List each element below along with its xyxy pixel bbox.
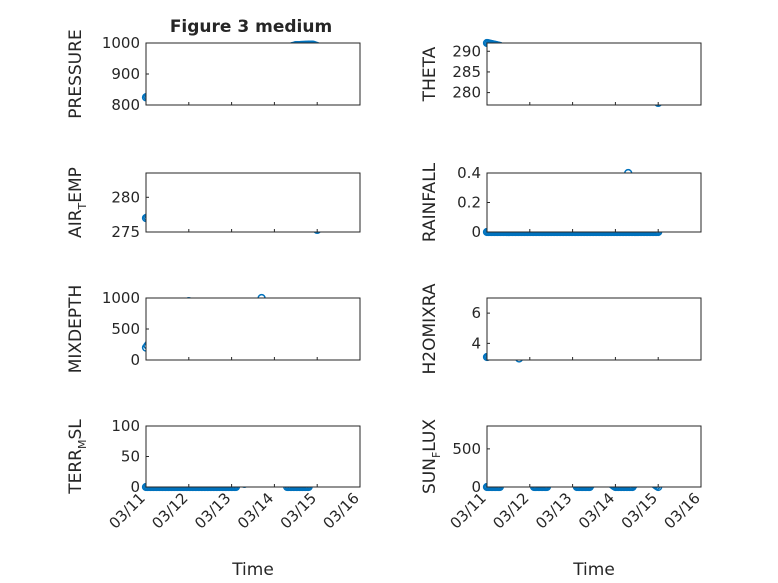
- y-tick-label: 0: [471, 223, 481, 241]
- y-axis-label: AIRTEMP: [66, 167, 89, 238]
- axes-box: [486, 425, 702, 488]
- x-tick-label: 03/14: [234, 489, 277, 532]
- x-tick-label: 03/13: [532, 489, 575, 532]
- x-tick-label: 03/16: [320, 489, 363, 532]
- subplot-pressure: 800 900 1000 PRESSURE: [66, 29, 361, 119]
- y-axis-label: TERRMSL: [66, 419, 89, 495]
- y-tick-label: 0: [471, 478, 481, 496]
- axes-box: [145, 297, 361, 361]
- x-tick-label: 03/15: [618, 489, 661, 532]
- x-axis-label: Time: [572, 560, 615, 580]
- y-tick-label: 290: [452, 42, 481, 60]
- y-axis-label: THETA: [420, 46, 440, 102]
- x-tick-label: 03/11: [106, 489, 149, 532]
- figure-title: Figure 3 medium: [170, 17, 332, 37]
- axes-box: [145, 42, 361, 106]
- y-tick-label: 285: [452, 63, 481, 81]
- x-tick-label: 03/13: [191, 489, 234, 532]
- x-tick-label: 03/11: [447, 489, 490, 532]
- y-tick-label: 0.4: [457, 164, 481, 182]
- y-axis-label: PRESSURE: [66, 29, 86, 118]
- y-axis-label: SUNFLUX: [420, 419, 443, 494]
- x-axis-label: Time: [231, 560, 274, 580]
- y-tick-label: 0: [130, 478, 140, 496]
- subplot-terr_msl: 0 50 100 03/11 03/12 03/13 03/14 03/15 03/16 Time…: [66, 417, 363, 580]
- y-tick-label: 1000: [102, 289, 140, 307]
- y-tick-label: 6: [471, 304, 481, 322]
- x-tick-label: 03/16: [661, 489, 704, 532]
- subplot-h2omixra: 4 6 H2OMIXRA: [420, 283, 702, 375]
- axes-box: [486, 172, 702, 233]
- subplot-theta: 280 285 290 THETA: [420, 38, 702, 108]
- x-tick-label: 03/15: [277, 489, 320, 532]
- y-axis-label: RAINFALL: [420, 162, 440, 242]
- x-tick-label: 03/12: [148, 489, 191, 532]
- y-axis-label: H2OMIXRA: [420, 283, 440, 374]
- y-tick-label: 100: [111, 417, 140, 435]
- y-tick-label: 1000: [102, 34, 140, 52]
- axes-box: [145, 172, 361, 233]
- subplot-sun_flux: 0 500 03/11 03/12 03/13 03/14 03/15 03/16 Time SU…: [420, 419, 704, 580]
- y-tick-label: 500: [452, 440, 481, 458]
- axes-box: [145, 425, 361, 488]
- y-tick-label: 50: [121, 448, 140, 466]
- x-tick-label: 03/14: [575, 489, 618, 532]
- subplot-air_temp: 275 280 AIRTEMP: [66, 167, 361, 241]
- subplot-rainfall: 0 0.2 0.4 RAINFALL: [420, 162, 702, 242]
- y-tick-label: 4: [471, 334, 481, 352]
- y-tick-label: 500: [111, 320, 140, 338]
- x-tick-label: 03/12: [489, 489, 532, 532]
- y-tick-label: 800: [111, 96, 140, 114]
- y-tick-label: 275: [111, 223, 140, 241]
- subplot-mixdepth: 0 500 1000 MIXDEPTH: [66, 285, 361, 374]
- y-tick-label: 900: [111, 65, 140, 83]
- y-tick-label: 280: [111, 188, 140, 206]
- y-tick-label: 0: [130, 351, 140, 369]
- y-tick-label: 280: [452, 84, 481, 102]
- axes-box: [486, 42, 702, 106]
- y-tick-label: 0.2: [457, 194, 481, 212]
- axes-box: [486, 297, 702, 361]
- y-axis-label: MIXDEPTH: [66, 285, 86, 374]
